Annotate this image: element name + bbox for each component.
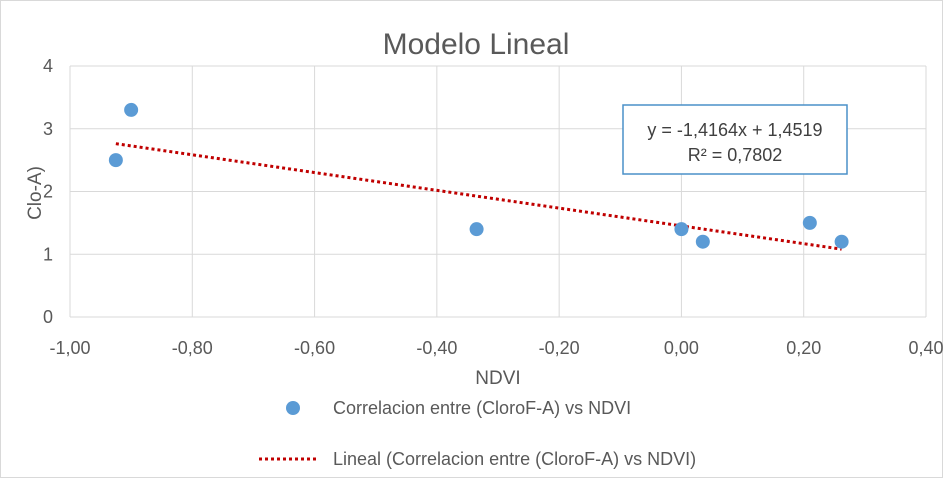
data-point [834,234,849,249]
x-tick-label: 0,40 [908,338,943,358]
tick-labels: -1,00 -0,80 -0,60 -0,40 -0,20 0,00 0,20 0,40 0 1 2… [43,56,943,358]
equation-text: y = -1,4164x + 1,4519 [647,120,822,140]
x-tick-label: -0,40 [416,338,457,358]
x-axis-label: NDVI [475,368,520,389]
trendline [115,142,842,251]
gridlines [69,65,927,318]
x-tick-label: -0,20 [539,338,580,358]
x-tick-label: 0,00 [664,338,699,358]
data-point [695,234,710,249]
data-point [124,102,139,117]
data-point [469,222,484,237]
x-tick-label: 0,20 [786,338,821,358]
chart-title: Modelo Lineal [383,28,570,61]
legend-label-scatter: Correlacion entre (CloroF-A) vs NDVI [333,398,631,418]
y-tick-label: 3 [43,119,53,139]
equation-box: y = -1,4164x + 1,4519 R² = 0,7802 [622,104,848,175]
legend: Correlacion entre (CloroF-A) vs NDVI Lin… [259,398,696,469]
data-point [802,215,817,230]
data-point [108,153,123,168]
data-points [108,102,849,249]
equation-box-border [622,104,848,175]
y-axis-label: Clo-A) [25,166,46,220]
y-tick-label: 4 [43,56,53,76]
y-tick-label: 0 [43,307,53,327]
data-point [674,222,689,237]
legend-label-trendline: Lineal (Correlacion entre (CloroF-A) vs … [333,449,696,469]
x-tick-label: -1,00 [49,338,90,358]
r-squared-text: R² = 0,7802 [688,145,783,165]
x-tick-label: -0,80 [172,338,213,358]
trendline-layer [115,142,842,251]
y-tick-label: 1 [43,244,53,264]
legend-marker-scatter [286,401,300,415]
x-tick-label: -0,60 [294,338,335,358]
y-tick-label: 2 [43,182,53,202]
